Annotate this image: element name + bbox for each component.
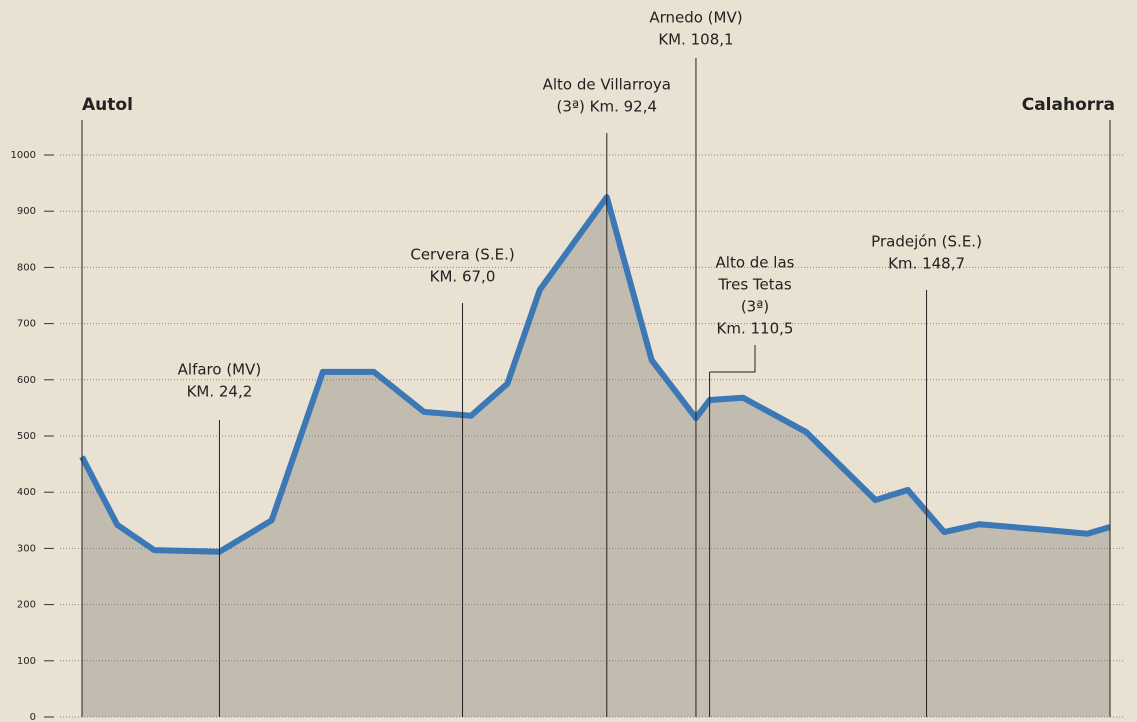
elevation-line (79, 194, 1111, 555)
y-tick-label: 500 (17, 431, 36, 442)
leader-line (709, 345, 756, 373)
y-tick-label: 900 (17, 206, 36, 217)
annotation-label: KM. 24,2 (187, 383, 253, 401)
y-tick-label: 0 (30, 712, 36, 722)
annotation-label: Tres Tetas (717, 276, 792, 294)
y-tick-label: 100 (17, 656, 36, 667)
y-tick-label: 200 (17, 600, 36, 611)
annotation-label: Km. 148,7 (888, 255, 965, 273)
y-tick-label: 1000 (11, 150, 36, 161)
annotation-label: Alto de las (716, 254, 795, 272)
annotation-label: Autol (82, 95, 133, 115)
annotation-label: KM. 108,1 (658, 31, 733, 49)
annotation-label: (3ª) (741, 298, 769, 316)
annotation-label: Calahorra (1022, 95, 1115, 115)
annotation-label: Arnedo (MV) (649, 9, 742, 27)
elevation-area (82, 197, 1110, 717)
y-tick-label: 400 (17, 487, 36, 498)
y-tick-label: 700 (17, 319, 36, 330)
annotation-label: KM. 67,0 (430, 268, 496, 286)
y-tick-label: 800 (17, 262, 36, 273)
annotation-label: Pradejón (S.E.) (871, 233, 982, 251)
annotation-label: Alfaro (MV) (178, 361, 262, 379)
annotation-label: Cervera (S.E.) (410, 246, 514, 264)
annotation-label: (3ª) Km. 92,4 (557, 98, 657, 116)
annotation-label: Km. 110,5 (717, 320, 794, 338)
y-tick-label: 300 (17, 543, 36, 554)
annotation-label: Alto de Villarroya (543, 76, 671, 94)
y-tick-label: 600 (17, 375, 36, 386)
